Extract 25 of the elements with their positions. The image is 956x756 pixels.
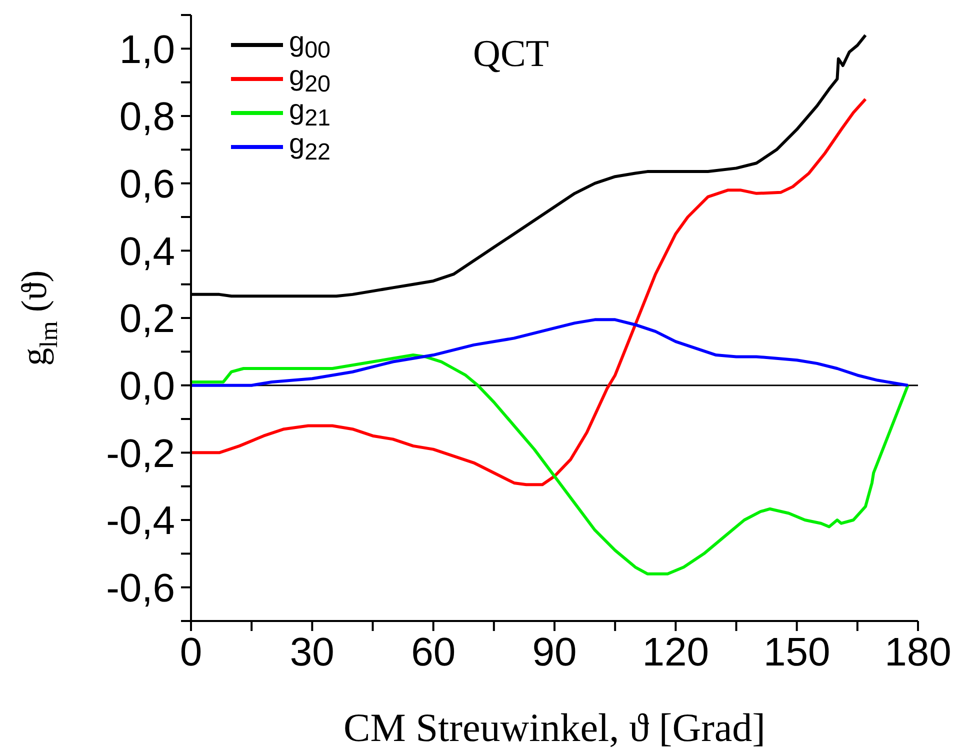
x-tick-label: 150 — [763, 630, 830, 674]
legend-label: g$_{00}$ — [289, 26, 331, 63]
x-axis-title: CM Streuwinkel, ϑ [Grad] — [344, 705, 766, 750]
y-tick-label: 0,0 — [119, 364, 175, 409]
x-tick-label: 90 — [532, 630, 577, 674]
line-series — [191, 354, 910, 576]
annotation: QCT — [473, 32, 549, 76]
x-tick-label: 30 — [290, 630, 334, 674]
line-series — [191, 318, 910, 387]
x-tick-label: 180 — [884, 630, 952, 674]
y-tick-label: 0,6 — [119, 162, 175, 207]
y-tick-label: 0,4 — [119, 230, 175, 274]
legend-label: g$_{20}$ — [289, 60, 331, 97]
y-tick-label: -0,4 — [106, 499, 175, 544]
y-tick-label: 0,2 — [119, 297, 175, 342]
y-tick-label: 0,8 — [119, 95, 175, 140]
line-series — [191, 98, 867, 486]
x-tick-label: 120 — [642, 630, 710, 674]
y-tick-label: -0,6 — [106, 566, 175, 611]
legend-label: g$_{22}$ — [289, 128, 331, 166]
x-tick-label: 60 — [411, 630, 456, 674]
y-tick-label: 1,0 — [119, 28, 175, 72]
y-tick-label: -0,2 — [106, 432, 175, 476]
legend-label: g$_{21}$ — [289, 94, 331, 131]
x-tick-label: 0 — [180, 630, 202, 674]
